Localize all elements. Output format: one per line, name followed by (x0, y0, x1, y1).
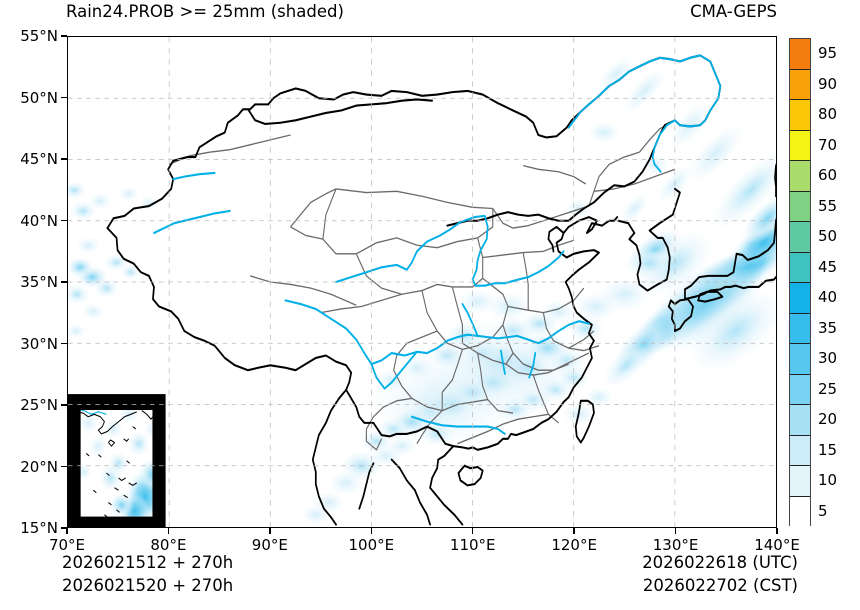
colorbar-band (790, 252, 810, 283)
y-axis-tick (61, 219, 67, 222)
colorbar-band (790, 466, 810, 497)
y-axis-tick (61, 158, 67, 160)
x-axis-tick (370, 528, 372, 534)
colorbar-tick-label: 70 (818, 135, 838, 154)
colorbar-band (790, 69, 810, 100)
x-axis-tick (167, 528, 170, 534)
page-title: Rain24.PROB >= 25mm (shaded) (66, 2, 344, 21)
x-axis-tick (269, 528, 271, 534)
y-axis-label: 50°N (20, 88, 58, 107)
colorbar-tick-label: 25 (818, 379, 838, 398)
y-axis-tick (61, 35, 67, 37)
colorbar-tick-label: 45 (818, 257, 838, 276)
colorbar-band (790, 313, 810, 344)
y-axis-tick (61, 342, 67, 345)
y-axis-label: 55°N (20, 27, 58, 45)
y-axis-label: 35°N (20, 273, 58, 291)
valid-time-cst-label: 2026022702 (CST) (642, 576, 798, 595)
colorbar-tick-label: 40 (818, 288, 838, 307)
x-axis-label: 110°E (449, 536, 496, 554)
x-axis-label: 140°E (754, 536, 800, 554)
x-axis-tick (472, 528, 474, 534)
y-axis-label: 15°N (20, 519, 58, 537)
colorbar-band (790, 191, 810, 222)
colorbar-tick-label: 10 (818, 471, 838, 490)
y-axis-tick (61, 527, 67, 529)
y-axis-tick (61, 281, 67, 283)
colorbar-band (790, 39, 810, 70)
colorbar-band (790, 100, 810, 131)
colorbar-tick-label: 15 (818, 440, 838, 459)
colorbar-band (790, 496, 810, 527)
x-axis-label: 70°E (48, 536, 86, 554)
colorbar-band (790, 130, 810, 161)
colorbar-band (790, 222, 810, 253)
x-axis-label: 80°E (150, 536, 187, 554)
colorbar-band (790, 405, 810, 436)
x-axis-tick (66, 528, 68, 534)
x-axis-tick (776, 528, 778, 534)
y-axis-tick (61, 96, 67, 99)
y-axis-tick (61, 465, 67, 468)
y-axis-label: 20°N (20, 457, 58, 476)
y-axis-label: 40°N (20, 211, 58, 230)
x-axis-label: 100°E (348, 536, 395, 554)
colorbar-band (790, 161, 810, 192)
colorbar-tick-label: 20 (818, 410, 838, 429)
colorbar-tick-label: 60 (818, 166, 838, 185)
colorbar-tick-label: 90 (818, 74, 838, 93)
x-axis-label: 130°E (652, 536, 699, 554)
map-plot-area (67, 36, 777, 528)
valid-time-utc-label: 2026022618 (UTC) (642, 553, 798, 572)
colorbar-tick-label: 55 (818, 196, 838, 215)
y-axis-tick (61, 404, 67, 406)
x-axis-label: 120°E (551, 536, 597, 554)
x-axis-tick (573, 528, 575, 534)
colorbar-tick-label: 35 (818, 318, 838, 337)
colorbar-tick-label: 80 (818, 105, 838, 124)
x-axis-label: 90°E (251, 536, 288, 554)
y-axis-label: 45°N (20, 150, 58, 168)
rivers (153, 54, 722, 435)
colorbar-band (790, 374, 810, 405)
colorbar-band (790, 435, 810, 466)
y-axis-label: 25°N (20, 396, 58, 414)
south-china-sea-inset (68, 394, 166, 527)
colorbar-tick-label: 30 (818, 349, 838, 368)
x-axis-tick (674, 528, 677, 534)
map-canvas (68, 37, 776, 527)
init-time-cst-label: 2026021520 + 270h (62, 576, 234, 595)
map-gridlines (68, 37, 776, 527)
y-axis-label: 30°N (20, 334, 58, 353)
colorbar-tick-label: 95 (818, 44, 838, 63)
colorbar-tick-label: 5 (818, 501, 828, 520)
model-name-label: CMA-GEPS (690, 2, 777, 21)
init-time-utc-label: 2026021512 + 270h (62, 553, 234, 572)
colorbar-tick-label: 50 (818, 227, 838, 246)
colorbar-band (790, 344, 810, 375)
colorbar (789, 38, 811, 527)
colorbar-band (790, 283, 810, 314)
